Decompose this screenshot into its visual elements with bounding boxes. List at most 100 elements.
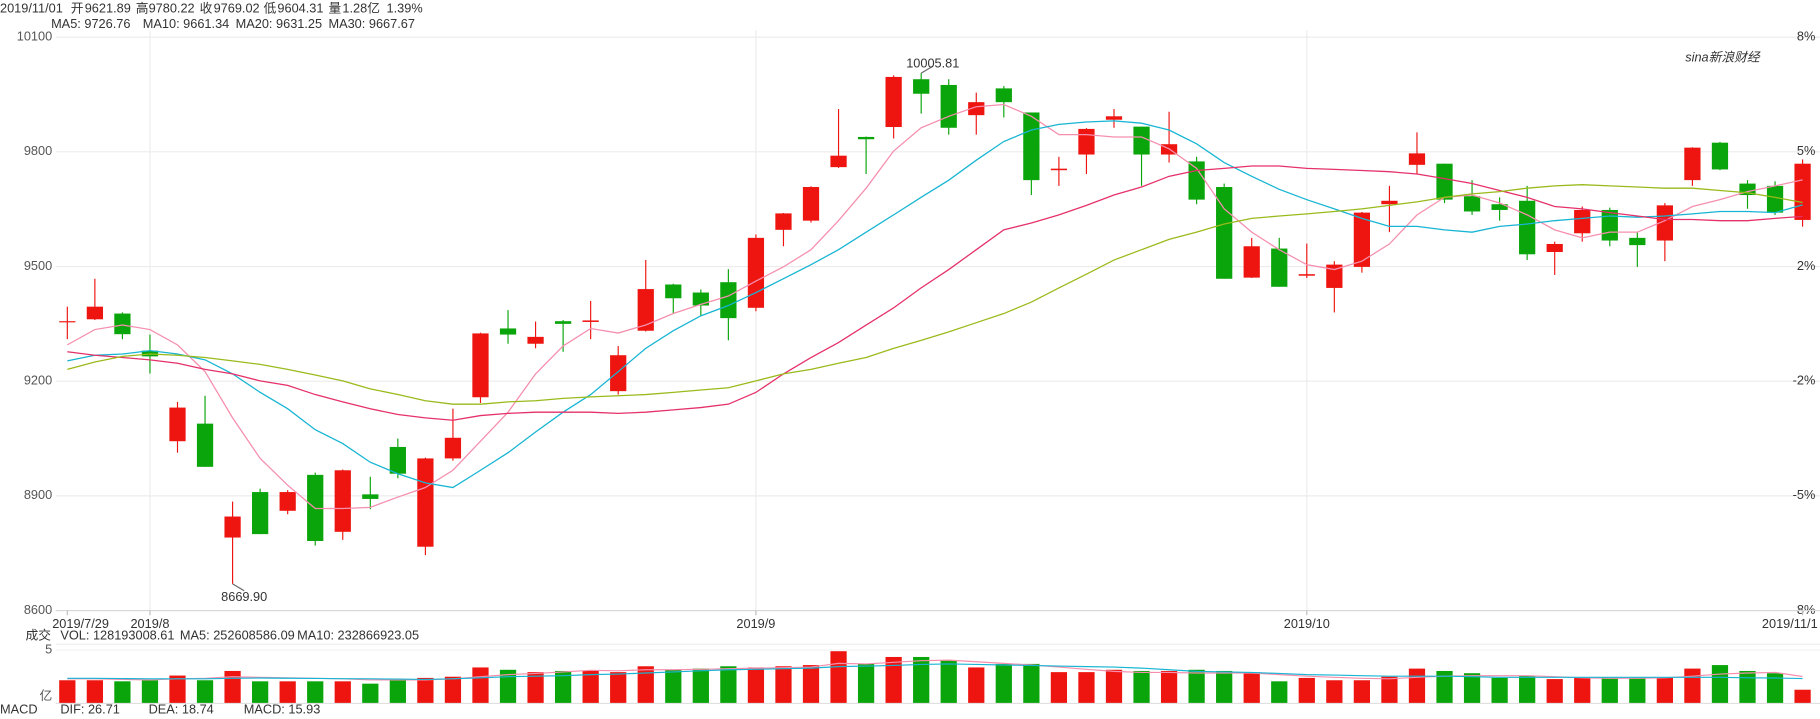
macd-legend: DIF: 26.71 (60, 702, 120, 717)
header-item: 开 (71, 1, 84, 16)
x-tick-label: 2019/9 (736, 616, 775, 631)
high-annotation: 10005.81 (906, 55, 959, 70)
volume-bar (196, 680, 214, 704)
volume-bar (1463, 673, 1481, 704)
volume-bar (499, 669, 517, 704)
volume-bar (334, 681, 351, 704)
volume-bar (1105, 669, 1123, 704)
volume-bar (279, 681, 296, 704)
volume-bar (1794, 689, 1811, 704)
header-item: 量 (328, 1, 341, 16)
volume-bar (802, 665, 820, 704)
volume-bar (1574, 677, 1591, 704)
volume-tick-label: 5 (45, 641, 52, 656)
volume-bar (141, 680, 159, 704)
candle-body (1188, 161, 1205, 200)
candle-body (802, 187, 820, 221)
candle-body (1408, 153, 1426, 165)
candle-body (747, 237, 765, 308)
candle-body (1519, 200, 1536, 255)
y2-tick-label: -8% (1793, 602, 1816, 617)
ma-legend: MA5: 9726.76 (51, 16, 130, 31)
candle-body (1326, 264, 1343, 288)
candle-body (1656, 205, 1673, 241)
header-item: 低 (263, 1, 276, 16)
volume-bar (307, 681, 324, 704)
volume-bar (940, 660, 957, 704)
header-item: 9621.89 (85, 1, 131, 16)
volume-bar (417, 677, 434, 704)
candle-body (389, 446, 406, 474)
volume-bar (1684, 668, 1701, 704)
volume-ma-line (67, 663, 1803, 680)
y-tick-label: 9200 (24, 373, 52, 388)
volume-bar (362, 683, 379, 704)
volume-bar (1078, 672, 1095, 704)
candle-body (362, 494, 379, 499)
ma-line (67, 120, 1803, 489)
y-tick-label: 9800 (24, 143, 52, 158)
candle-body (224, 516, 241, 538)
volume-bar (1408, 668, 1426, 704)
candle-body (59, 321, 76, 323)
volume-bar (1656, 677, 1673, 704)
candle-body (1050, 168, 1068, 171)
volume-bar (224, 670, 241, 704)
volume-bar (1739, 670, 1756, 704)
volume-bar (1160, 670, 1178, 704)
volume-legend: 成交 (26, 627, 52, 642)
volume-bar (169, 675, 186, 704)
volume-bar (1326, 680, 1343, 704)
volume-bar (1188, 669, 1205, 704)
volume-bar (1629, 677, 1646, 704)
volume-bar (830, 651, 847, 704)
header-item: 2019/11/01 (0, 1, 63, 16)
candle-body (1381, 200, 1398, 205)
y2-tick-label: 5% (1797, 143, 1815, 158)
volume-bar (1298, 677, 1315, 704)
candle-body (1078, 128, 1095, 155)
macd-legend: MACD (0, 702, 38, 717)
y2-tick-label: 2% (1797, 258, 1815, 273)
volume-bar (1271, 681, 1288, 704)
candle-body (1766, 185, 1784, 213)
volume-bar (610, 672, 627, 704)
header-item: 9769.02 (214, 1, 260, 16)
volume-bar (1353, 680, 1371, 704)
candle-body (1491, 204, 1508, 210)
volume-bar (968, 667, 985, 704)
y-tick-label: 10100 (17, 29, 52, 44)
volume-bar (472, 667, 489, 704)
x-tick-label: 2019/10 (1284, 616, 1330, 631)
candle-body (334, 470, 351, 532)
candle-body (1436, 163, 1453, 200)
candle-body (1298, 274, 1315, 276)
watermark: sina新浪财经 (1685, 49, 1761, 64)
volume-bar (1711, 665, 1729, 704)
header-item: 9780.22 (149, 1, 195, 16)
header-item: 1.28亿 (342, 1, 380, 16)
candle-body (1023, 112, 1040, 181)
volume-legend: MA5: 252608586.09 (180, 627, 295, 642)
volume-bar (857, 663, 875, 704)
volume-bar (1601, 677, 1618, 704)
candle-body (913, 79, 930, 94)
header-item: 9604.31 (277, 1, 323, 16)
candle-body (1216, 187, 1233, 279)
y2-tick-label: -5% (1793, 487, 1816, 502)
volume-bar (665, 669, 682, 704)
volume-bar (1381, 676, 1398, 704)
annotation-leader (920, 65, 934, 74)
macd-legend: MACD: 15.93 (244, 702, 321, 717)
candle-body (1353, 212, 1371, 267)
macd-legend: DEA: 18.74 (149, 702, 214, 717)
volume-ma-line (67, 659, 1803, 681)
candle-body (554, 321, 572, 324)
candle-body (720, 282, 737, 319)
volume-bar (885, 656, 902, 704)
ma-legend: MA20: 9631.25 (236, 16, 322, 31)
candle-body (940, 84, 957, 128)
candle-body (1133, 126, 1150, 155)
volume-bar (1519, 675, 1536, 704)
